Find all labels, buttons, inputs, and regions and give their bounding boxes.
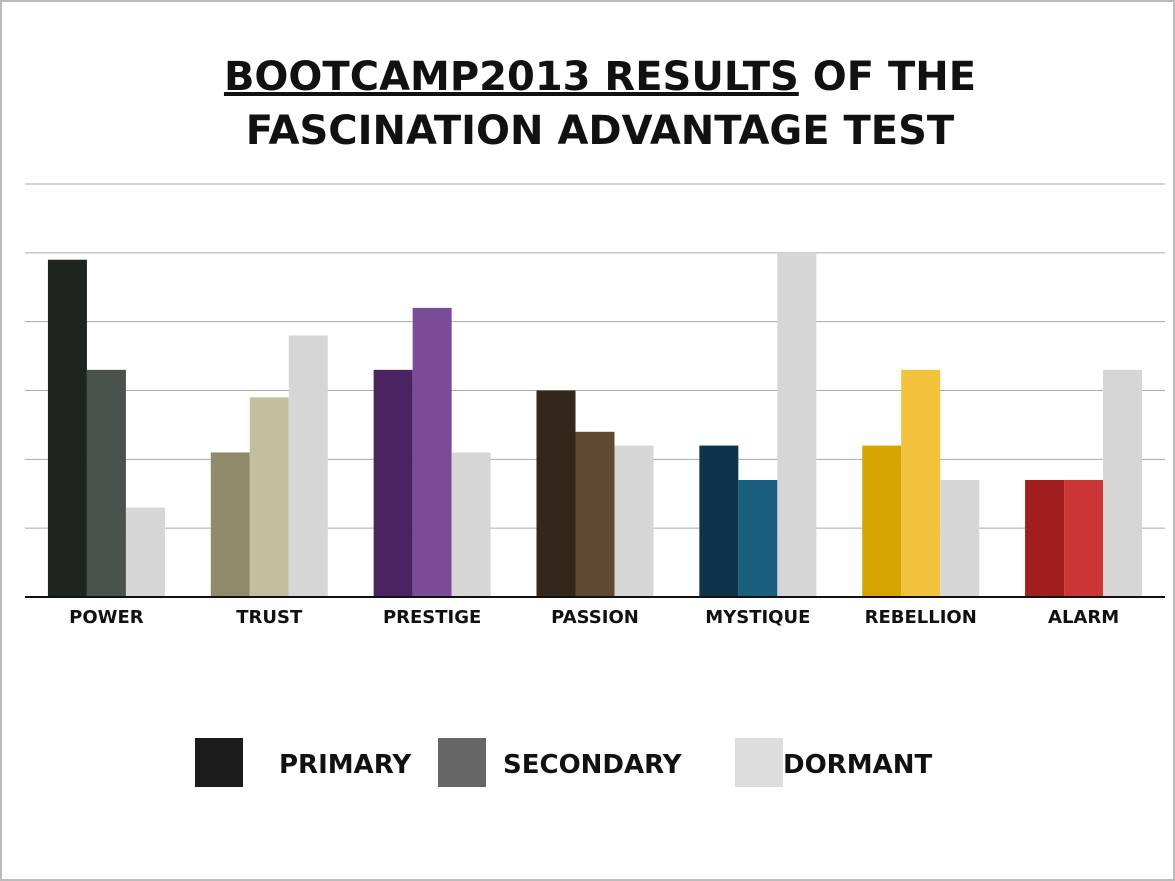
chart-title: BOOTCAMP2013 RESULTS OF THE bbox=[224, 54, 976, 100]
bar bbox=[940, 479, 980, 597]
bar bbox=[1025, 479, 1065, 597]
x-tick-label: ALARM bbox=[1048, 607, 1119, 628]
x-tick-label: MYSTIQUE bbox=[705, 607, 810, 628]
legend-swatch bbox=[735, 738, 783, 787]
x-tick-label: POWER bbox=[69, 607, 144, 628]
bar bbox=[86, 369, 126, 597]
bar bbox=[575, 431, 615, 597]
bar bbox=[1064, 479, 1104, 597]
bar bbox=[125, 507, 165, 597]
x-tick-label: PRESTIGE bbox=[383, 607, 481, 628]
legend-swatch bbox=[438, 738, 486, 787]
chart-title-line2: FASCINATION ADVANTAGE TEST bbox=[246, 108, 955, 154]
bar bbox=[738, 479, 778, 597]
bar bbox=[536, 390, 576, 597]
bar bbox=[47, 259, 87, 597]
x-tick-label: TRUST bbox=[236, 607, 303, 628]
legend-label: PRIMARY bbox=[279, 750, 412, 780]
bar bbox=[862, 445, 902, 597]
bar bbox=[210, 452, 250, 597]
bar bbox=[614, 445, 654, 597]
bar bbox=[451, 452, 491, 597]
bar bbox=[901, 369, 941, 597]
legend-label: SECONDARY bbox=[503, 750, 683, 780]
title-rest: OF THE bbox=[799, 54, 976, 100]
bar bbox=[373, 369, 413, 597]
bar bbox=[249, 397, 289, 597]
bar bbox=[777, 252, 817, 598]
bar bbox=[1103, 369, 1143, 597]
title-underlined: BOOTCAMP2013 RESULTS bbox=[224, 54, 799, 100]
bar bbox=[699, 445, 739, 597]
bar bbox=[288, 335, 328, 597]
legend-swatch bbox=[195, 738, 243, 787]
bar bbox=[412, 307, 452, 597]
x-tick-label: PASSION bbox=[551, 607, 639, 628]
x-tick-label: REBELLION bbox=[865, 607, 977, 628]
legend-label: DORMANT bbox=[783, 750, 932, 780]
